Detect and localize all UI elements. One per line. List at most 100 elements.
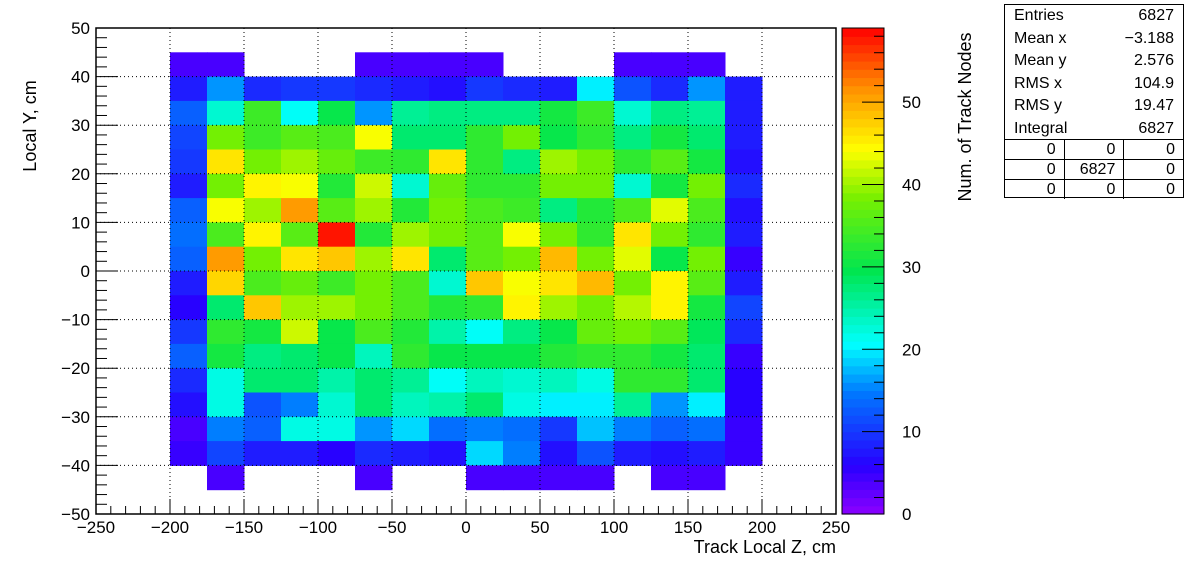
heatmap-cell	[281, 319, 319, 345]
heatmap-cell	[170, 392, 208, 418]
heatmap-cell	[688, 295, 726, 321]
heatmap-cell	[614, 198, 652, 223]
heatmap-cell	[503, 246, 541, 272]
heatmap-cell	[651, 100, 689, 126]
heatmap-cell	[614, 246, 652, 272]
heatmap-cell	[244, 416, 282, 442]
palette-band	[842, 456, 884, 466]
heatmap-cell	[540, 392, 578, 418]
heatmap-cell	[688, 100, 726, 126]
heatmap-cell	[540, 198, 578, 223]
stats-value: 2.576	[1133, 52, 1174, 69]
stats-row: Mean x −3.188	[1005, 28, 1183, 51]
x-tick-label: −150	[225, 518, 263, 537]
heatmap-cell	[466, 271, 504, 296]
heatmap-cell	[170, 222, 208, 248]
x-tick-label: −250	[77, 518, 115, 537]
heatmap-cell	[429, 416, 467, 442]
y-tick-label: −40	[61, 456, 90, 475]
palette-band	[842, 209, 884, 219]
x-tick-label: −100	[299, 518, 337, 537]
heatmap-cell	[725, 100, 763, 126]
heatmap-cell	[503, 319, 541, 345]
heatmap-cell	[540, 125, 578, 150]
palette-band	[842, 283, 884, 293]
stats-label: RMS y	[1014, 97, 1062, 114]
heatmap-cell	[466, 246, 504, 272]
heatmap-cell	[207, 149, 245, 175]
heatmap-cell	[355, 76, 393, 102]
heatmap-cell	[392, 416, 430, 442]
heatmap-cell	[392, 271, 430, 296]
heatmap-cell	[244, 246, 282, 272]
stats-value: −3.188	[1124, 29, 1174, 47]
heatmap-cell	[725, 392, 763, 418]
palette-band	[842, 102, 884, 111]
stats-grid: 0 0 0 0 6827 0 0 0 0	[1005, 139, 1183, 199]
palette-band	[842, 118, 884, 128]
stats-row: RMS y 19.47	[1005, 95, 1183, 118]
palette-band	[842, 464, 884, 474]
heatmap-cell	[540, 368, 578, 393]
y-tick-label: 50	[71, 19, 90, 38]
heatmap-cell	[466, 52, 504, 78]
heatmap-cell	[318, 295, 356, 321]
stats-label: Integral	[1014, 119, 1068, 137]
heatmap-cell	[725, 343, 763, 369]
y-tick-label: −20	[61, 359, 90, 378]
palette-band	[842, 382, 884, 392]
heatmap-cell	[688, 465, 726, 491]
heatmap-cell	[355, 343, 393, 369]
palette-band	[842, 44, 884, 54]
heatmap-cell	[466, 343, 504, 369]
heatmap-cell	[355, 271, 393, 296]
palette-band	[842, 60, 884, 70]
heatmap-cell	[318, 319, 356, 345]
heatmap-cell	[429, 173, 467, 199]
stats-label: Mean y	[1014, 52, 1067, 69]
palette-band	[842, 258, 884, 268]
heatmap-cell	[540, 295, 578, 321]
heatmap-cell	[540, 149, 578, 175]
heatmap-cell	[429, 392, 467, 418]
heatmap-cell	[503, 271, 541, 296]
y-tick-labels: −50 −40 −30 −20 −10 0 10 20 30 40 50	[61, 19, 90, 524]
heatmap-cell	[429, 441, 467, 466]
heatmap-cell	[207, 441, 245, 466]
heatmap-cell	[577, 441, 615, 466]
palette-band	[842, 332, 884, 342]
heatmap-cell	[244, 343, 282, 369]
palette-band	[842, 85, 884, 95]
heatmap-cell	[392, 441, 430, 466]
palette-band	[842, 126, 884, 136]
heatmap-cell	[577, 198, 615, 223]
palette-band	[842, 69, 884, 79]
heatmap-cell	[466, 392, 504, 418]
stats-grid-cell: 0	[1065, 140, 1125, 159]
palette-band	[842, 184, 884, 194]
stats-grid-cell: 0	[1005, 180, 1065, 199]
palette-band	[842, 489, 884, 499]
heatmap-cell	[725, 173, 763, 199]
palette-band	[842, 373, 884, 383]
heatmap-cell	[651, 416, 689, 442]
heatmap-cell	[429, 368, 467, 393]
heatmap-cell	[651, 368, 689, 393]
heatmap-cell	[466, 295, 504, 321]
heatmap-cell	[540, 343, 578, 369]
heatmap-cell	[170, 100, 208, 126]
heatmap-cell	[392, 392, 430, 418]
gridlines	[96, 28, 836, 514]
heatmap-cell	[244, 392, 282, 418]
heatmap-cell	[355, 295, 393, 321]
stats-value: 19.47	[1133, 97, 1174, 114]
heatmap-cell	[651, 198, 689, 223]
stats-value: 6827	[1138, 7, 1174, 24]
heatmap-cell	[244, 295, 282, 321]
heatmap-cell	[207, 319, 245, 345]
heatmap-cell	[207, 125, 245, 150]
heatmap-cell	[503, 343, 541, 369]
heatmap-cell	[392, 222, 430, 248]
heatmap-cell	[429, 149, 467, 175]
heatmap-cell	[725, 76, 763, 102]
